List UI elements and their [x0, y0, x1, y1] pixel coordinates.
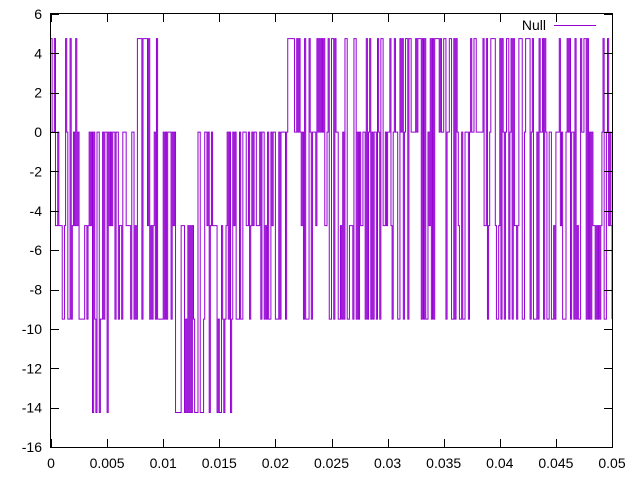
x-tick-label: 0.01: [150, 455, 177, 471]
plot-frame: [50, 13, 613, 448]
x-tick-label: 0.015: [202, 455, 237, 471]
y-tick-label: -6: [30, 242, 43, 258]
ticks-layer: 6 4 2 0 -2 -4 -6 -8 -10 -12 -14 -16 0 0.005 0.01 0.015 0…: [22, 6, 626, 471]
y-tick-label: 4: [34, 45, 42, 61]
x-tick-label: 0.05: [598, 455, 625, 471]
x-tick-label: 0.045: [538, 455, 573, 471]
y-tick-label: 2: [34, 85, 42, 101]
x-tick-label: 0.02: [262, 455, 289, 471]
legend-label-null: Null: [522, 17, 546, 33]
series-line-null: [51, 38, 613, 414]
y-tick-label: 6: [34, 6, 42, 22]
series-layer: [51, 38, 613, 414]
x-tick-label: 0.025: [314, 455, 349, 471]
y-tick-label: -8: [30, 282, 43, 298]
y-tick-label: 0: [34, 124, 42, 140]
x-tick-label: 0.035: [426, 455, 461, 471]
y-tick-label: -16: [22, 439, 42, 455]
x-tick-label: 0.005: [90, 455, 125, 471]
y-tick-label: -4: [30, 203, 43, 219]
y-tick-label: -14: [22, 400, 42, 416]
x-tick-label: 0.04: [486, 455, 513, 471]
y-tick-label: -10: [22, 321, 42, 337]
x-tick-label: 0.03: [374, 455, 401, 471]
y-tick-label: -12: [22, 360, 42, 376]
legend: Null: [522, 17, 596, 33]
y-tick-label: -2: [30, 163, 43, 179]
x-tick-label: 0: [47, 455, 55, 471]
